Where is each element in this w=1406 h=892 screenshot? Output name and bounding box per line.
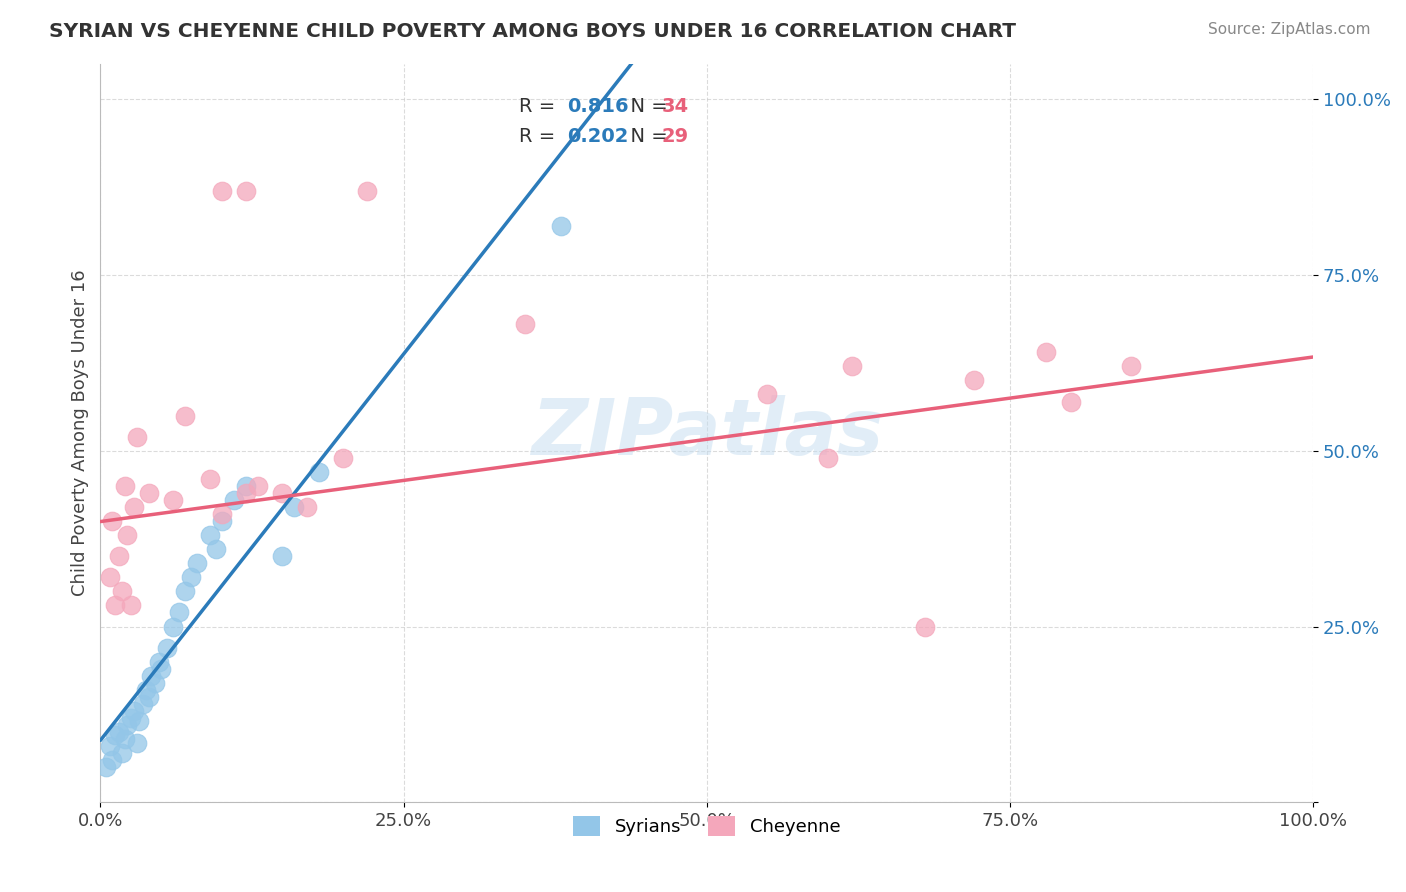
Text: 0.816: 0.816 [568, 97, 628, 116]
Point [756, 387, 779, 401]
Point [235, 486, 257, 500]
Point [211, 514, 233, 528]
Point [104, 729, 127, 743]
Point [356, 184, 378, 198]
Point [114, 731, 136, 746]
Point [963, 373, 986, 387]
Point [141, 669, 163, 683]
Point [198, 528, 221, 542]
Legend: Syrians, Cheyenne: Syrians, Cheyenne [564, 807, 849, 845]
Point [98, 570, 121, 584]
Point [107, 549, 129, 564]
Point [115, 528, 138, 542]
Point [295, 500, 318, 514]
Point [148, 655, 170, 669]
Point [198, 472, 221, 486]
Point [283, 500, 305, 514]
Point [1121, 359, 1143, 374]
Point [332, 450, 354, 465]
Point [111, 746, 134, 760]
Point [271, 486, 294, 500]
Point [138, 486, 160, 500]
Point [120, 599, 142, 613]
Point [135, 682, 157, 697]
Point [138, 690, 160, 704]
Text: 34: 34 [662, 97, 689, 116]
Point [162, 492, 184, 507]
Point [550, 219, 572, 233]
Point [150, 662, 173, 676]
Point [115, 718, 138, 732]
Point [96, 760, 118, 774]
Point [107, 725, 129, 739]
Point [156, 640, 179, 655]
Text: Source: ZipAtlas.com: Source: ZipAtlas.com [1208, 22, 1371, 37]
Point [235, 184, 257, 198]
Text: N =: N = [619, 97, 675, 116]
Point [513, 317, 536, 331]
Text: 29: 29 [662, 127, 689, 145]
Point [1035, 345, 1057, 359]
Point [125, 430, 148, 444]
Text: SYRIAN VS CHEYENNE CHILD POVERTY AMONG BOYS UNDER 16 CORRELATION CHART: SYRIAN VS CHEYENNE CHILD POVERTY AMONG B… [49, 22, 1017, 41]
Point [841, 359, 863, 374]
Point [101, 514, 124, 528]
Point [104, 599, 127, 613]
Point [120, 711, 142, 725]
Point [143, 675, 166, 690]
Text: 0.202: 0.202 [568, 127, 628, 145]
Point [308, 465, 330, 479]
Text: N =: N = [619, 127, 675, 145]
Point [186, 556, 208, 570]
Point [247, 479, 270, 493]
Point [125, 735, 148, 749]
Point [211, 507, 233, 521]
Point [817, 450, 839, 465]
Point [128, 714, 150, 729]
Point [222, 492, 245, 507]
Text: R =: R = [519, 97, 561, 116]
Point [180, 570, 202, 584]
Point [162, 619, 184, 633]
Text: R =: R = [519, 127, 561, 145]
Point [211, 184, 233, 198]
Y-axis label: Child Poverty Among Boys Under 16: Child Poverty Among Boys Under 16 [72, 270, 89, 597]
Point [98, 739, 121, 753]
Point [124, 704, 146, 718]
Point [132, 697, 155, 711]
Point [174, 584, 197, 599]
Point [1060, 394, 1083, 409]
Point [174, 409, 197, 423]
Point [124, 500, 146, 514]
Point [167, 606, 190, 620]
Point [101, 753, 124, 767]
Point [914, 619, 936, 633]
Point [271, 549, 294, 564]
Point [111, 584, 134, 599]
Text: ZIPatlas: ZIPatlas [530, 395, 883, 471]
Point [204, 542, 226, 557]
Point [235, 479, 257, 493]
Point [114, 479, 136, 493]
